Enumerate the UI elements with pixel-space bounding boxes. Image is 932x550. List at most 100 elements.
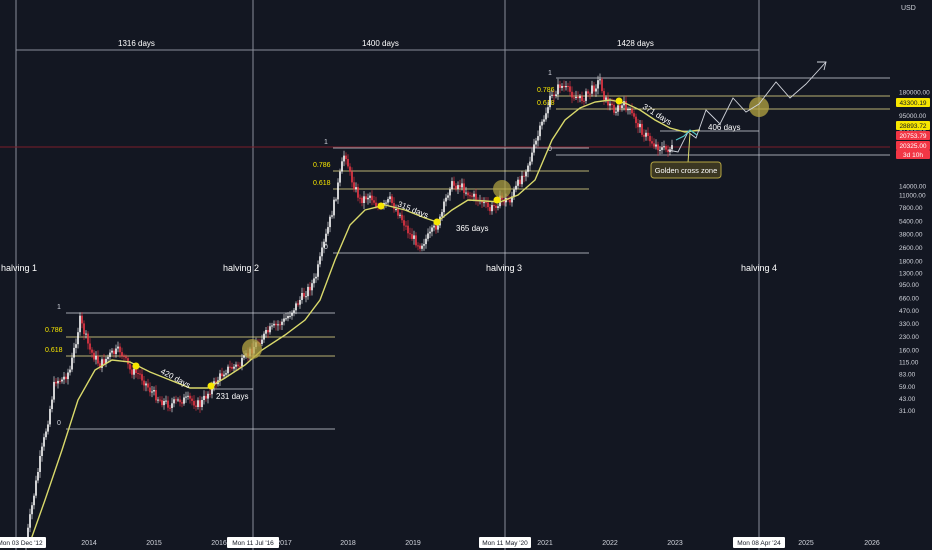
price-tag bbox=[896, 121, 930, 130]
cycle-duration-label: 1316 days bbox=[118, 39, 155, 48]
candle-body bbox=[605, 97, 607, 100]
candle-body bbox=[637, 123, 639, 128]
candle-body bbox=[509, 199, 511, 203]
candle-body bbox=[333, 199, 335, 216]
candle-body bbox=[221, 373, 223, 377]
candle-body bbox=[433, 225, 435, 228]
candle-body bbox=[135, 368, 137, 373]
cycle-duration-label: 1428 days bbox=[617, 39, 654, 48]
candle-body bbox=[89, 343, 91, 350]
candle-body bbox=[445, 197, 447, 202]
candle-body bbox=[125, 356, 127, 359]
candle-body bbox=[243, 355, 245, 358]
candle-body bbox=[405, 225, 407, 227]
cross-marker bbox=[493, 196, 501, 204]
candle-body bbox=[131, 369, 133, 375]
candle-body bbox=[543, 119, 545, 122]
projection-highlight bbox=[675, 129, 698, 141]
candle-body bbox=[525, 171, 527, 177]
price-tag bbox=[896, 131, 930, 140]
candle-body bbox=[395, 209, 397, 210]
candle-body bbox=[117, 346, 119, 349]
candle-body bbox=[183, 397, 185, 404]
candle-body bbox=[653, 143, 655, 147]
candle-body bbox=[197, 400, 199, 407]
candle-body bbox=[625, 101, 627, 111]
candle-body bbox=[473, 193, 475, 197]
candle-body bbox=[581, 96, 583, 101]
candle-body bbox=[457, 185, 459, 189]
candle-body bbox=[29, 514, 31, 528]
candle-body bbox=[351, 171, 353, 183]
candle-body bbox=[285, 318, 287, 320]
y-tick-label: 14000.00 bbox=[899, 184, 926, 191]
candle-body bbox=[275, 323, 277, 326]
cross-marker bbox=[615, 97, 623, 105]
candle-body bbox=[55, 381, 57, 384]
candle-body bbox=[95, 355, 97, 360]
candle-body bbox=[265, 330, 267, 334]
candle-body bbox=[231, 367, 233, 369]
candle-body bbox=[171, 403, 173, 408]
candle-body bbox=[345, 155, 347, 160]
candle-body bbox=[223, 374, 225, 377]
fib-labels: 1 0.786 0.618 0 1 0.786 0.618 0 1 0.786 … bbox=[45, 70, 555, 427]
candle-body bbox=[97, 355, 99, 364]
candle-body bbox=[273, 323, 275, 326]
candle-body bbox=[313, 278, 315, 284]
candle-body bbox=[435, 225, 437, 230]
y-tick-label: 950.00 bbox=[899, 282, 919, 289]
candle-body bbox=[463, 183, 465, 193]
candle-body bbox=[397, 209, 399, 216]
candle-body bbox=[191, 398, 193, 401]
candle-body bbox=[533, 144, 535, 153]
candle-body bbox=[155, 390, 157, 401]
cross-marker bbox=[433, 218, 441, 226]
x-tick-label: 2018 bbox=[340, 540, 356, 547]
x-tick-label: 2026 bbox=[864, 540, 880, 547]
candle-body bbox=[523, 175, 525, 177]
candle-body bbox=[113, 350, 115, 355]
y-tick-label: 11000.00 bbox=[899, 192, 926, 199]
candle-body bbox=[187, 395, 189, 397]
price-tag-label: 20325.00 bbox=[899, 143, 926, 150]
candle-body bbox=[141, 374, 143, 381]
candle-body bbox=[165, 400, 167, 402]
candle-body bbox=[119, 346, 121, 353]
candle-body bbox=[535, 140, 537, 145]
duration-label: 365 days bbox=[456, 224, 488, 233]
candle-body bbox=[425, 238, 427, 245]
candle-body bbox=[429, 231, 431, 234]
candle-body bbox=[195, 405, 197, 407]
candle-body bbox=[263, 333, 265, 340]
candle-body bbox=[427, 233, 429, 239]
candle-body bbox=[159, 399, 161, 401]
candle-body bbox=[75, 344, 77, 348]
candle-body bbox=[417, 245, 419, 247]
cross-marker bbox=[132, 362, 140, 370]
candle-body bbox=[339, 171, 341, 183]
candle-body bbox=[237, 364, 239, 367]
candle-body bbox=[121, 352, 123, 356]
y-tick-label: 1800.00 bbox=[899, 259, 923, 266]
fib-levels-cycle-1 bbox=[66, 312, 335, 430]
candle-body bbox=[27, 527, 29, 542]
candle-body bbox=[161, 400, 163, 406]
candle-body bbox=[467, 192, 469, 196]
candle-body bbox=[613, 104, 615, 113]
cross-marker bbox=[377, 202, 385, 210]
candle-body bbox=[595, 88, 597, 92]
golden-cross-zone bbox=[242, 339, 262, 359]
candle-body bbox=[329, 216, 331, 228]
candle-body bbox=[291, 312, 293, 316]
halving-date-tag bbox=[733, 537, 785, 548]
candle-body bbox=[491, 205, 493, 212]
y-tick-label: 160.00 bbox=[899, 348, 919, 355]
candle-body bbox=[587, 91, 589, 94]
candle-body bbox=[279, 324, 281, 326]
y-tick-label: 43.00 bbox=[899, 396, 916, 403]
candle-body bbox=[151, 391, 153, 393]
candle-body bbox=[549, 95, 551, 108]
halving-date-tag bbox=[227, 537, 279, 548]
candle-body bbox=[335, 199, 337, 201]
